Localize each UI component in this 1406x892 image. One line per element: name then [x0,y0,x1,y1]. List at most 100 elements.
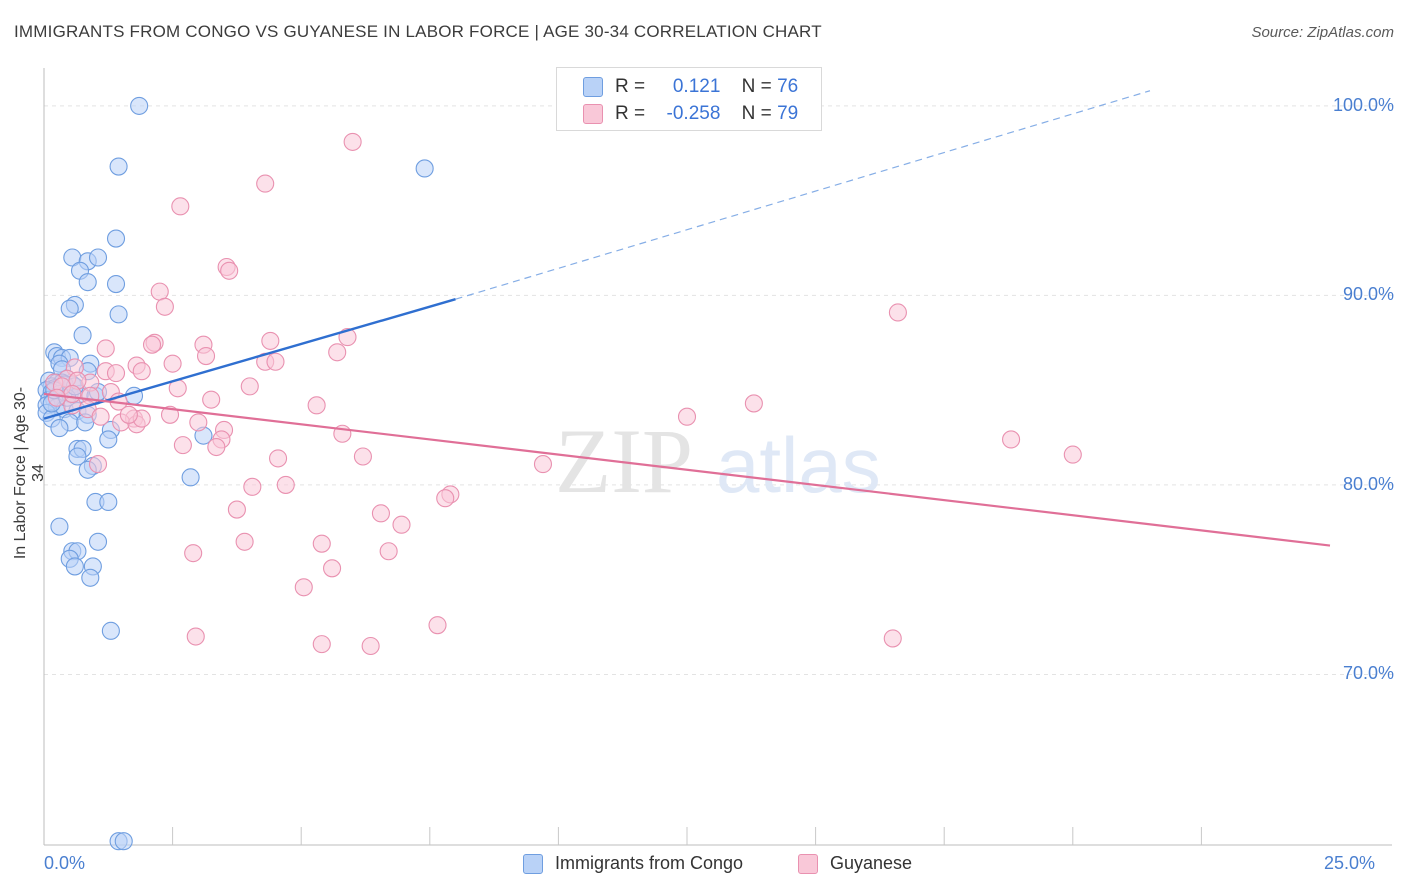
point-guyanese-50 [207,437,226,457]
point-congo-70 [114,832,133,851]
trend-lines [43,90,1331,547]
point-guyanese-0 [343,132,362,151]
point-congo-8 [78,273,97,292]
point-guyanese-37 [160,405,180,424]
bottom-legend-congo: Immigrants from Congo [555,853,744,873]
trend-line-congo [43,298,456,420]
legend-r-label-congo: R = [615,76,646,97]
point-guyanese-14 [196,347,216,366]
point-congo-61 [88,532,108,551]
y-tick-label-2: 80.0% [1342,473,1394,494]
point-guyanese-4 [220,261,239,280]
point-guyanese-57 [243,477,262,496]
point-congo-3 [106,229,126,248]
point-guyanese-15 [328,343,347,362]
legend-n-value-guyanese: 79 [777,103,799,124]
point-guyanese-49 [173,436,192,455]
legend-r-value-congo: 0.121 [672,76,721,97]
point-guyanese-33 [744,394,763,413]
point-congo-0 [130,96,149,115]
point-guyanese-22 [132,362,151,381]
point-congo-9 [106,274,126,294]
point-guyanese-64 [312,534,331,553]
point-congo-12 [109,305,128,324]
y-tick-label-3: 70.0% [1342,663,1394,684]
point-guyanese-18 [266,352,285,371]
legend-r-value-guyanese: -0.258 [666,103,721,124]
point-congo-54 [68,447,87,466]
point-guyanese-78 [47,388,66,407]
bottom-legend-swatch-congo [523,854,543,874]
point-congo-6 [88,248,108,267]
point-guyanese-6 [155,297,174,316]
point-guyanese-7 [888,303,907,322]
watermark-atlas: atlas [716,421,881,509]
point-congo-60 [50,517,69,536]
point-congo-51 [99,430,118,449]
source-label: Source: ZipAtlas.com [1251,24,1394,41]
point-guyanese-5 [150,282,169,301]
chart-title: IMMIGRANTS FROM CONGO VS GUYANESE IN LAB… [14,22,822,41]
point-guyanese-35 [307,396,326,415]
point-guyanese-11 [261,331,280,350]
legend-swatch-congo [583,77,603,97]
point-guyanese-69 [428,616,447,635]
point-congo-1 [109,157,128,176]
watermark-zip: ZIP [555,410,693,512]
point-guyanese-72 [312,635,331,654]
watermark: ZIP atlas [555,410,881,512]
point-guyanese-51 [1063,445,1082,464]
point-guyanese-77 [119,405,138,424]
point-congo-59 [99,492,118,512]
x-tick-max: 25.0% [1324,853,1376,873]
y-tick-label-1: 90.0% [1342,284,1394,305]
point-guyanese-48 [1002,430,1021,449]
legend-swatch-guyanese [583,104,603,124]
trend-line-guyanese [43,392,1331,547]
point-congo-2 [415,159,434,178]
point-guyanese-70 [186,627,205,646]
point-guyanese-63 [235,532,254,551]
point-guyanese-39 [91,407,110,426]
point-guyanese-66 [379,542,398,561]
y-tick-label-0: 100.0% [1332,94,1394,115]
point-guyanese-60 [227,500,246,519]
point-guyanese-62 [392,515,411,534]
point-guyanese-67 [323,559,342,578]
point-guyanese-73 [361,636,380,656]
point-guyanese-23 [106,364,126,383]
point-guyanese-56 [276,475,295,494]
legend-n-value-congo: 76 [777,76,799,97]
point-guyanese-9 [142,335,162,354]
point-guyanese-71 [883,629,902,648]
bottom-legend-swatch-guyanese [798,854,818,874]
point-guyanese-59 [436,489,455,508]
point-guyanese-54 [88,455,108,474]
point-congo-65 [65,557,84,576]
point-guyanese-55 [533,455,553,474]
point-guyanese-16 [163,354,182,373]
point-congo-67 [81,568,100,587]
legend-n-label-guyanese: N = [741,103,772,124]
point-congo-11 [60,299,79,318]
point-guyanese-2 [171,197,190,216]
point-guyanese-28 [240,377,259,396]
point-guyanese-1 [256,174,275,193]
axes [43,68,1392,846]
point-guyanese-38 [677,407,697,426]
point-congo-57 [181,468,200,487]
point-guyanese-68 [294,578,313,597]
point-congo-68 [101,621,120,640]
point-guyanese-32 [202,390,221,409]
legend-r-label-guyanese: R = [615,103,646,124]
bottom-legend-guyanese: Guyanese [830,853,913,873]
x-tick-min: 0.0% [44,853,86,873]
point-guyanese-13 [96,339,115,358]
point-guyanese-41 [189,413,208,432]
point-guyanese-61 [371,504,390,523]
trend-line-congo-extension [455,90,1151,300]
point-guyanese-76 [63,384,82,404]
point-guyanese-65 [184,544,203,563]
stats-legend: R = 0.121 N = 76 R = -0.258 N = 79 [556,67,822,131]
